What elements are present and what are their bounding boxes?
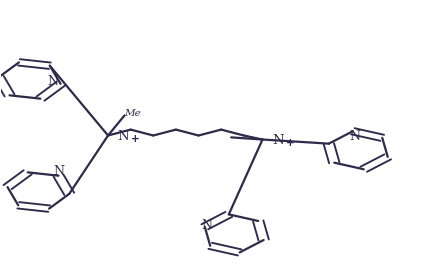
Text: N: N [117,130,129,143]
Text: N: N [53,165,64,178]
Text: +: + [131,134,140,144]
Text: +: + [286,138,294,148]
Text: N: N [47,75,58,88]
Text: N: N [272,134,284,147]
Text: N: N [201,219,212,232]
Text: Me: Me [124,109,141,118]
Text: N: N [350,130,360,143]
